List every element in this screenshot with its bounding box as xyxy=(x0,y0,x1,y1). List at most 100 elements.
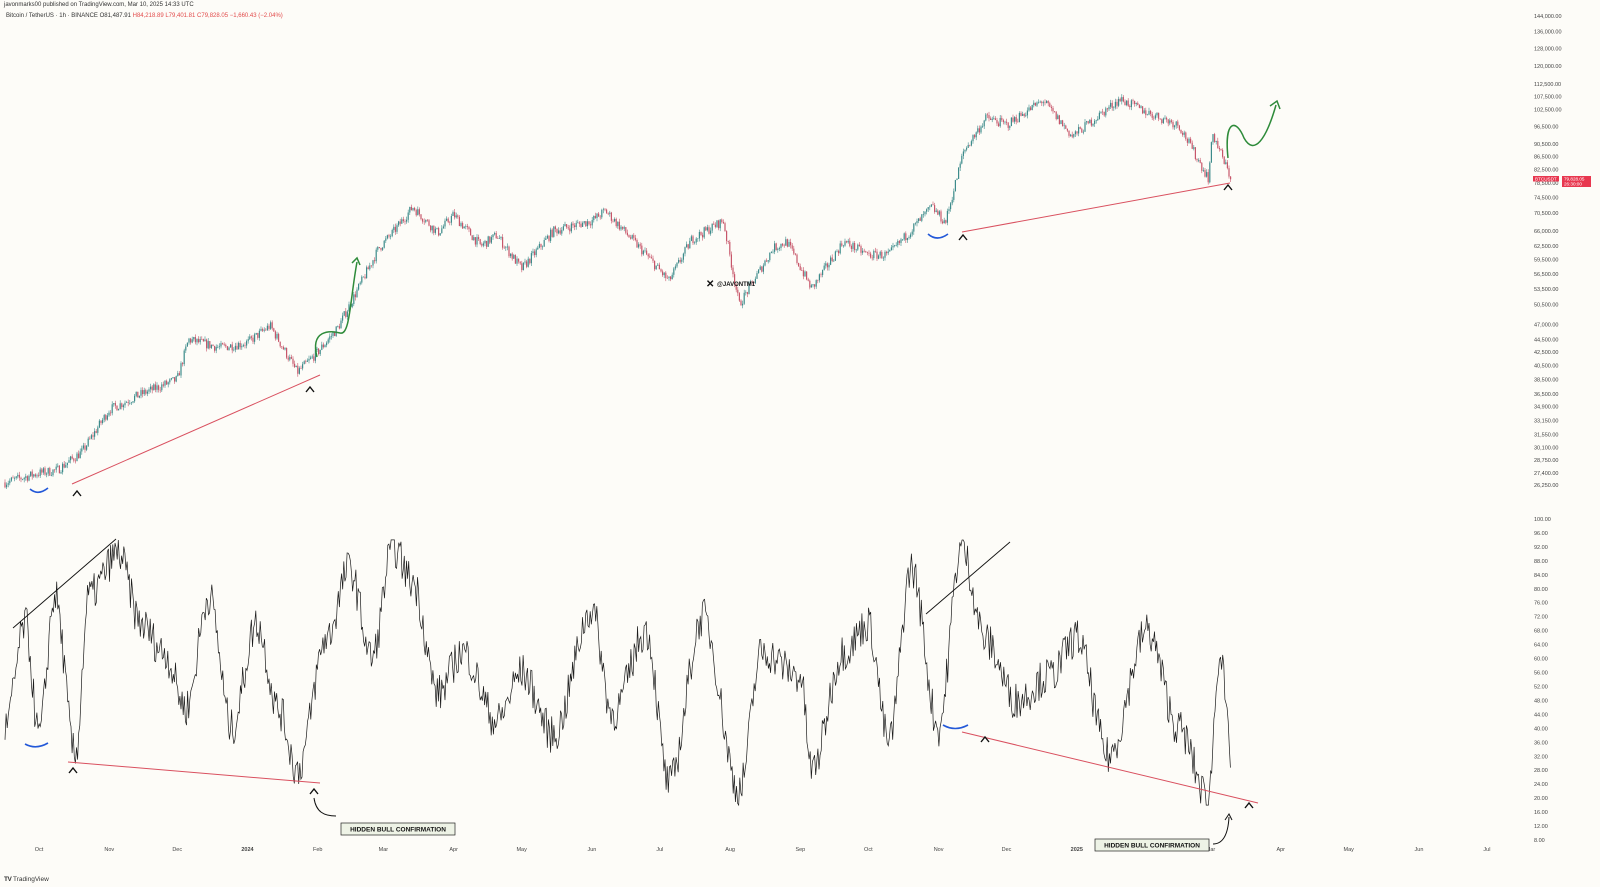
candle-body xyxy=(772,251,774,253)
price-pane xyxy=(4,94,1232,490)
price-tick-label: 102,500.00 xyxy=(1534,108,1562,114)
change-value: −1,660.43 (−2.04%) xyxy=(229,13,283,19)
candle-body xyxy=(882,257,884,259)
candle-body xyxy=(654,260,656,270)
candle-body xyxy=(604,209,606,211)
candle-body xyxy=(1159,118,1161,120)
candle-body xyxy=(462,223,464,229)
candle-body xyxy=(346,311,348,317)
candle-body xyxy=(460,223,462,227)
price-tick-label: 74,500.00 xyxy=(1534,196,1558,202)
candle-body xyxy=(545,238,547,240)
candle-body xyxy=(929,206,931,208)
candle-body xyxy=(178,373,180,376)
price-tick-label: 44,500.00 xyxy=(1534,338,1558,344)
candle-body xyxy=(966,147,968,150)
candle-body xyxy=(207,341,209,349)
oscillator-tick-label: 76.00 xyxy=(1534,601,1548,607)
candle-body xyxy=(644,250,646,252)
candle-body xyxy=(311,356,313,358)
price-tick-label: 112,500.00 xyxy=(1534,82,1561,88)
price-drawings xyxy=(29,99,1281,497)
candle-body xyxy=(209,341,211,348)
candle-body xyxy=(1087,121,1089,124)
candle-body xyxy=(439,233,441,236)
candle-body xyxy=(810,285,812,288)
candle-body xyxy=(396,225,398,232)
candle-body xyxy=(226,346,228,351)
candle-body xyxy=(820,274,822,275)
candle-body xyxy=(174,377,176,382)
candle-body xyxy=(90,435,92,439)
candle-body xyxy=(154,384,156,390)
candle-body xyxy=(279,341,281,347)
candle-body xyxy=(559,230,561,234)
candle-body xyxy=(479,239,481,245)
oscillator-tick-label: 84.00 xyxy=(1534,573,1548,579)
candle-body xyxy=(294,363,296,367)
candle-body xyxy=(815,280,817,287)
candle-body xyxy=(1034,102,1036,106)
tradingview-brand[interactable]: TV TradingView xyxy=(4,876,49,883)
candle-body xyxy=(153,384,155,391)
symbol-label[interactable]: Bitcoin / TetherUS · 1h · BINANCE xyxy=(6,13,98,19)
candle-body xyxy=(657,264,659,266)
candle-body xyxy=(698,232,700,239)
candle-body xyxy=(666,278,668,279)
candle-body xyxy=(1046,100,1048,104)
candle-body xyxy=(1054,111,1056,112)
candle-body xyxy=(1145,110,1147,116)
candle-body xyxy=(1026,110,1028,116)
candle-body xyxy=(1022,114,1024,116)
oscillator-axis[interactable]: 100.00 96.00 92.00 88.00 84.00 80.00 76.00 72.0… xyxy=(1534,517,1551,844)
candle-body xyxy=(198,338,200,343)
candle-body xyxy=(575,222,577,228)
price-tick-label: 128,000.00 xyxy=(1534,46,1562,52)
candle-body xyxy=(729,242,731,255)
candle-body xyxy=(457,215,459,217)
candle-body xyxy=(721,219,723,223)
price-tick-label: 56,500.00 xyxy=(1534,272,1558,278)
candle-body xyxy=(738,293,740,301)
arrow-head-icon xyxy=(351,256,361,266)
candle-body xyxy=(342,315,344,321)
candle-body xyxy=(410,206,412,211)
caret-up-icon xyxy=(309,787,319,795)
candle-body xyxy=(703,227,705,238)
candle-body xyxy=(354,294,356,298)
candle-body xyxy=(860,246,862,253)
candle-body xyxy=(1052,108,1054,112)
candle-body xyxy=(652,258,654,261)
price-axis[interactable]: 144,000.00 136,000.00 128,000.00 120,000.00… xyxy=(1534,14,1562,489)
candle-body xyxy=(1210,142,1212,163)
price-tick-label: 90,500.00 xyxy=(1534,142,1558,148)
candle-body xyxy=(495,233,497,239)
candle-body xyxy=(1126,100,1128,106)
candle-body xyxy=(543,239,545,247)
osc-divergence-line-left xyxy=(12,538,117,629)
caret-up-icon xyxy=(72,489,82,497)
candle-body xyxy=(1031,105,1033,111)
candle-body xyxy=(897,240,899,246)
candle-body xyxy=(1121,97,1123,102)
candle-body xyxy=(916,221,918,224)
candle-body xyxy=(230,344,232,348)
candle-body xyxy=(1130,100,1132,108)
time-axis[interactable]: Oct Nov Dec 2024 Feb Mar Apr May Jun Jul Aug Sep Oct… xyxy=(35,847,1491,853)
candle-body xyxy=(673,268,675,275)
candle-body xyxy=(164,380,166,386)
candle-body xyxy=(1066,128,1068,131)
candle-body xyxy=(801,270,803,271)
candle-body xyxy=(1196,159,1198,161)
candle-body xyxy=(1097,118,1099,121)
candle-body xyxy=(774,243,776,252)
candle-body xyxy=(793,248,795,254)
oscillator-tick-label: 52.00 xyxy=(1534,684,1548,690)
candle-body xyxy=(425,219,427,222)
candle-body xyxy=(926,209,928,212)
candle-body xyxy=(151,386,153,391)
candle-body xyxy=(382,247,384,250)
candle-body xyxy=(962,151,964,156)
candle-body xyxy=(558,230,560,234)
